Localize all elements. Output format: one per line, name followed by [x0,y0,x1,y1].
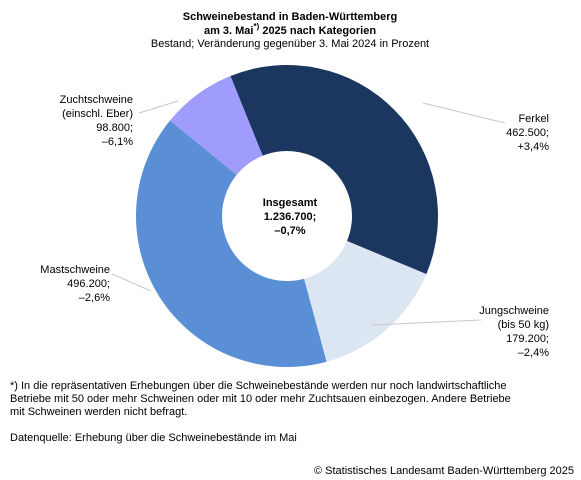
source: Datenquelle: Erhebung über die Schweineb… [10,432,297,444]
value-label: 462.500; [506,127,549,139]
leader-line [422,102,506,124]
donut-segment [135,120,327,368]
title-part: 2025 nach Kategorien [259,25,376,37]
slice-label: (bis 50 kg) [498,319,549,331]
slice-label: Ferkel [518,113,549,125]
change-label: +3,4% [518,141,550,153]
chart-title: am 3. Mai*) 2025 nach Kategorien [204,22,376,37]
change-label: –2,6% [79,292,110,304]
footnote: *) In die repräsentativen Erhebungen übe… [10,380,507,392]
footnote: mit Schweinen werden nicht befragt. [10,406,187,418]
slice-label: Jungschweine [479,305,549,317]
footnote: Betriebe mit 50 oder mehr Schweinen oder… [10,393,511,405]
total-value: 1.236.700; [264,211,317,223]
title-part: am 3. Mai [204,25,254,37]
chart-subtitle: Bestand; Veränderung gegenüber 3. Mai 20… [151,38,429,50]
value-label: 496.200; [67,278,110,290]
total-name: Insgesamt [263,197,318,209]
slice-label: (einschl. Eber) [62,108,133,120]
chart-title: Schweinebestand in Baden-Württemberg [183,11,398,23]
leader-line [371,319,482,326]
total-change: –0,7% [274,225,305,237]
leader-line [111,273,152,292]
donut-segment [230,65,438,275]
title-superscript: *) [253,22,259,31]
slice-label: Zuchtschweine [60,94,133,106]
slice-label: Mastschweine [40,264,110,276]
donut-segment [170,75,263,175]
change-label: –6,1% [102,136,133,148]
copyright: © Statistisches Landesamt Baden-Württemb… [314,465,574,477]
value-label: 179.200; [506,333,549,345]
value-label: 98.800; [96,122,133,134]
change-label: –2,4% [518,347,549,359]
donut-segment [304,241,427,362]
leader-line [138,100,179,114]
